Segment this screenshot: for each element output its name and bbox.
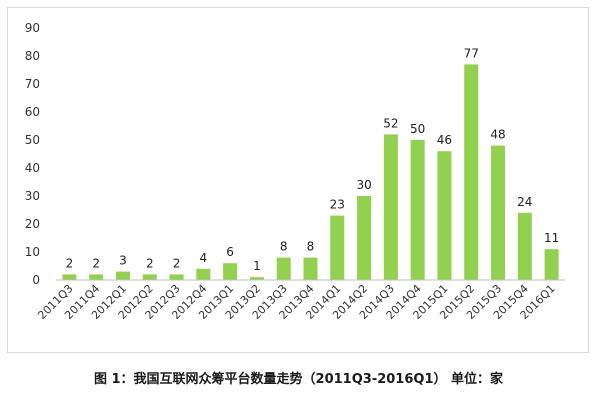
bar-2012Q1 xyxy=(115,271,130,280)
bar-2012Q2 xyxy=(142,274,157,280)
bar-2012Q3 xyxy=(169,274,184,280)
bar-2013Q1 xyxy=(223,263,238,280)
data-label: 23 xyxy=(330,198,345,212)
data-label: 48 xyxy=(490,128,505,142)
data-label: 1 xyxy=(253,259,261,273)
bar-2015Q1 xyxy=(437,151,452,280)
bar-2014Q4 xyxy=(410,140,425,280)
bar-2013Q4 xyxy=(303,257,318,280)
bar-2014Q2 xyxy=(357,196,372,280)
y-tick-label: 60 xyxy=(25,105,40,119)
data-label: 8 xyxy=(307,240,315,254)
data-label: 8 xyxy=(280,240,288,254)
data-label: 52 xyxy=(383,116,398,130)
data-label: 50 xyxy=(410,122,425,136)
bar-2014Q3 xyxy=(383,134,398,280)
y-tick-label: 40 xyxy=(25,161,40,175)
data-label: 3 xyxy=(119,254,127,268)
data-label: 77 xyxy=(464,46,479,60)
bar-2015Q3 xyxy=(491,145,506,280)
bar-2012Q4 xyxy=(196,268,211,280)
data-label: 46 xyxy=(437,133,452,147)
bar-2014Q1 xyxy=(330,215,345,280)
data-label: 2 xyxy=(66,256,74,270)
bar-2015Q4 xyxy=(517,212,532,280)
y-tick-label: 10 xyxy=(25,245,40,259)
data-label: 2 xyxy=(92,256,100,270)
y-tick-label: 30 xyxy=(25,189,40,203)
bar-2011Q3 xyxy=(62,274,77,280)
data-label: 30 xyxy=(356,178,371,192)
data-label: 4 xyxy=(200,251,208,265)
data-label: 2 xyxy=(173,256,181,270)
y-tick-label: 20 xyxy=(25,217,40,231)
figure-caption: 图 1：我国互联网众筹平台数量走势（2011Q3-2016Q1） 单位：家 xyxy=(93,372,504,387)
data-label: 6 xyxy=(226,245,234,259)
bar-2016Q1 xyxy=(544,249,559,280)
bar-2015Q2 xyxy=(464,64,479,281)
data-label: 2 xyxy=(146,256,154,270)
y-tick-label: 0 xyxy=(32,273,40,287)
bar-2013Q3 xyxy=(276,257,291,280)
y-tick-label: 90 xyxy=(25,21,40,35)
bar-2013Q2 xyxy=(249,277,264,280)
y-tick-label: 70 xyxy=(25,77,40,91)
bar-2011Q4 xyxy=(89,274,104,280)
data-label: 24 xyxy=(517,195,532,209)
data-label: 11 xyxy=(544,231,559,245)
y-tick-label: 50 xyxy=(25,133,40,147)
y-tick-label: 80 xyxy=(25,49,40,63)
